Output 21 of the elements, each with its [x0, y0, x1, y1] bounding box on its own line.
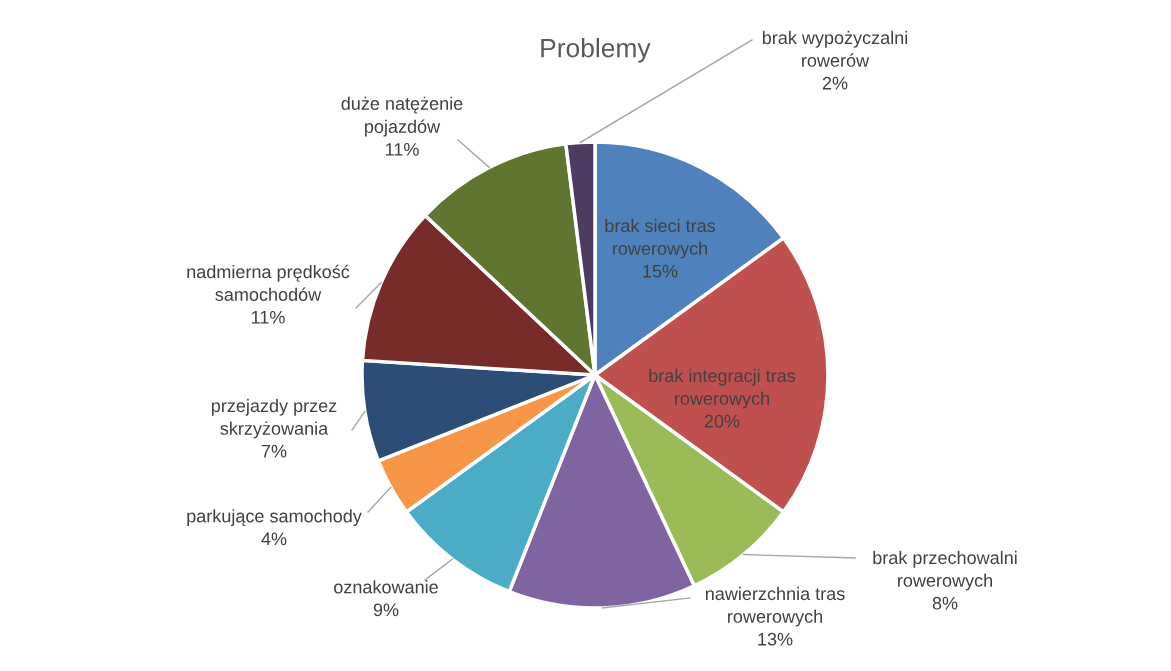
slice-label: brak integracji tras rowerowych [649, 368, 796, 409]
slice-label: brak wypożyczalni rowerów [762, 30, 908, 67]
slice-label: brak przechowalni rowerowych [873, 550, 1017, 591]
slice-label: przejazdy przez skrzyżowania [211, 398, 337, 439]
data-label: 20% [704, 414, 740, 428]
data-label: 13% [758, 632, 793, 646]
slice-label: duże natężenie pojazdów [341, 96, 463, 137]
slice-label: brak sieci tras rowerowych [605, 218, 716, 259]
slice-label: oznakowanie [334, 580, 438, 594]
data-label: 15% [643, 264, 678, 278]
data-label: 4% [261, 532, 287, 546]
data-label: 9% [373, 603, 399, 617]
data-label: 7% [261, 444, 287, 458]
data-label: 8% [932, 596, 958, 610]
slice-label: parkujące samochody [187, 509, 362, 527]
data-label: 11% [251, 310, 285, 324]
data-label: 11% [385, 143, 419, 156]
data-label: 2% [822, 76, 848, 90]
slice-label: nawierzchnia tras rowerowych [705, 586, 845, 627]
chart-title: Problemy [541, 38, 651, 63]
slice-label: nadmierna prędkość samochodów [187, 264, 350, 301]
